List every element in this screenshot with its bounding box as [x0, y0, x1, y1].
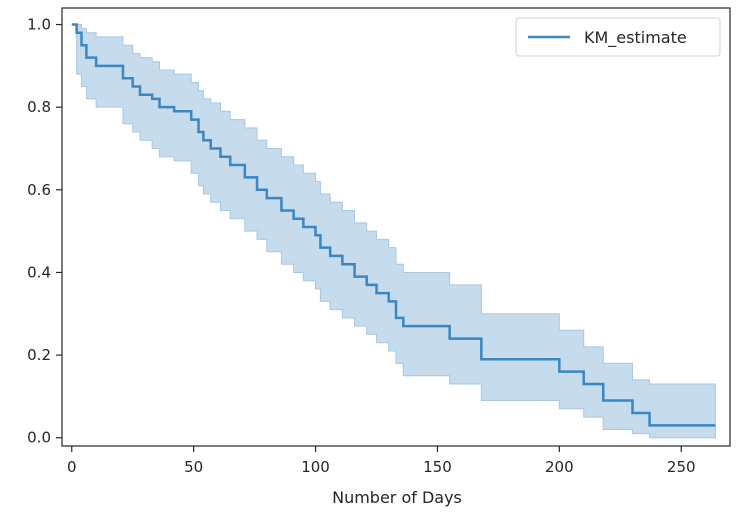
confidence-band-KM_estimate	[71, 24, 716, 439]
legend-label-KM_estimate: KM_estimate	[584, 28, 687, 48]
series-line-KM_estimate	[71, 23, 716, 427]
x-axis-label: Number of Days	[332, 488, 462, 507]
x-tick-label: 100	[301, 458, 330, 476]
y-tick-label: 0.8	[27, 98, 51, 116]
axes-frame	[61, 7, 731, 447]
x-tick-label: 250	[667, 458, 696, 476]
y-tick-label: 1.0	[27, 16, 51, 34]
legend: KM_estimate	[515, 17, 721, 57]
plot-area	[71, 23, 716, 439]
x-tick-label: 200	[545, 458, 574, 476]
y-tick-label: 0.4	[27, 263, 51, 281]
x-tick-label: 150	[423, 458, 452, 476]
x-tick-label: 0	[67, 458, 77, 476]
legend-box	[515, 17, 721, 57]
x-tick-label: 50	[184, 458, 203, 476]
y-tick-label: 0.2	[27, 346, 51, 364]
axes: 0 50 100 150 200 250 0.0 0.2 0.4 0.6 0.8 1.0	[27, 7, 731, 476]
y-tick-label: 0.6	[27, 181, 51, 199]
y-tick-label: 0.0	[27, 429, 51, 447]
